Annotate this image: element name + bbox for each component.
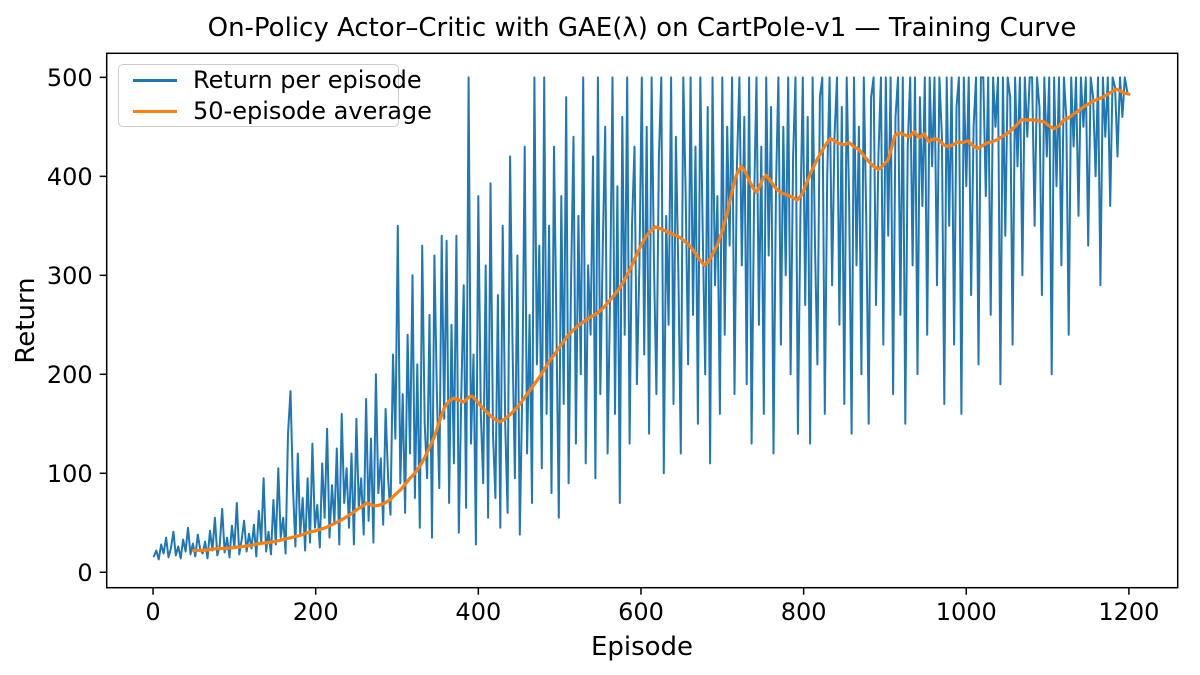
axes-spines xyxy=(105,52,1179,589)
x-tick-label: 0 xyxy=(145,598,160,626)
x-tick-label: 1200 xyxy=(1098,598,1159,626)
legend-entry-return-per-episode: Return per episode xyxy=(131,66,422,94)
legend: Return per episode 50-episode average xyxy=(118,64,432,127)
y-tick-label: 500 xyxy=(47,64,93,92)
y-tick-label: 0 xyxy=(77,559,92,587)
chart-title: On-Policy Actor–Critic with GAE(λ) on Ca… xyxy=(208,13,1077,43)
x-tick-label: 400 xyxy=(455,598,501,626)
x-tick-label: 600 xyxy=(618,598,664,626)
y-tick-label: 300 xyxy=(47,262,93,290)
x-tick-label: 800 xyxy=(781,598,827,626)
y-tick-label: 100 xyxy=(47,460,93,488)
blue-line-swatch-icon xyxy=(133,78,177,82)
y-axis-label: Return xyxy=(11,277,41,363)
legend-entry-50-episode-average: 50-episode average xyxy=(131,97,432,125)
legend-label: Return per episode xyxy=(193,66,422,94)
legend-label: 50-episode average xyxy=(193,97,432,125)
x-tick-label: 1000 xyxy=(936,598,997,626)
y-tick-label: 200 xyxy=(47,361,93,389)
x-axis-label: Episode xyxy=(591,632,693,662)
series-line-50-episode-average xyxy=(192,87,1131,553)
x-tick-label: 200 xyxy=(293,598,339,626)
y-tick-label: 400 xyxy=(47,163,93,191)
orange-line-swatch-icon xyxy=(133,109,177,113)
series-line-return-per-episode xyxy=(152,76,1129,561)
